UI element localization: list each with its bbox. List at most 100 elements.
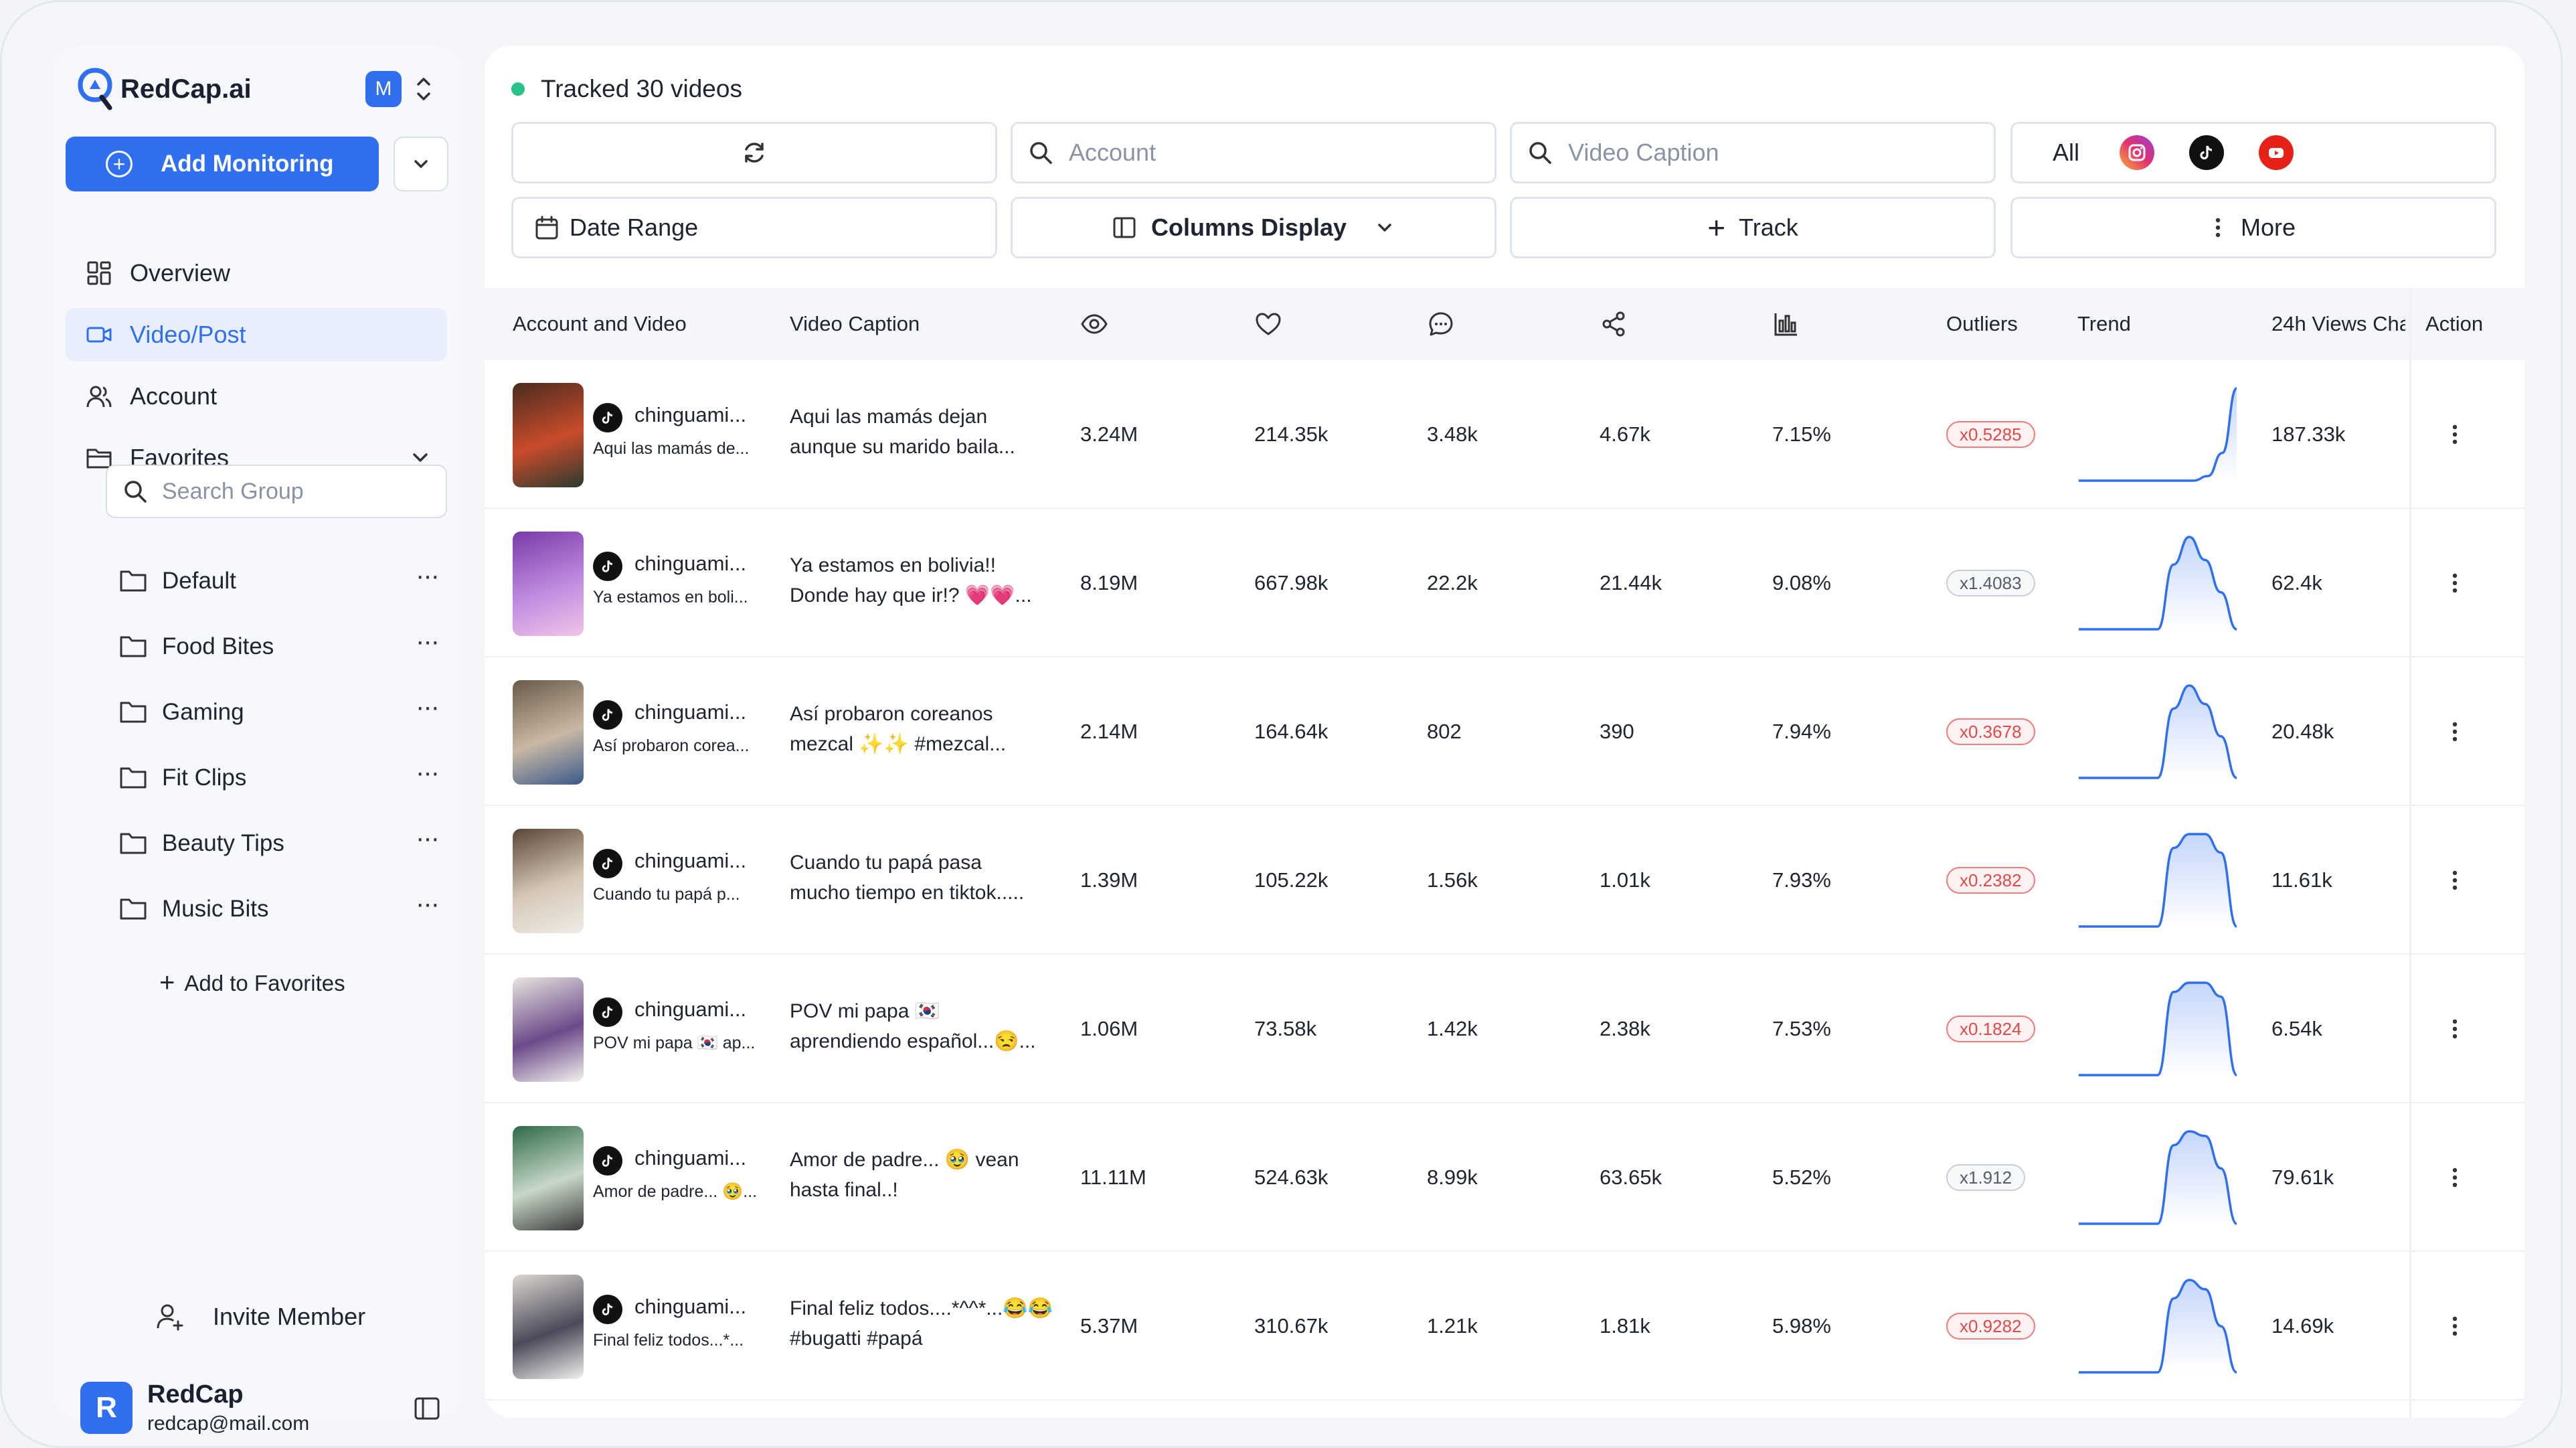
column-header-caption[interactable]: Video Caption xyxy=(790,312,920,335)
date-range-button[interactable]: Date Range xyxy=(511,197,997,258)
account-name[interactable]: chinguami... xyxy=(634,997,747,1021)
outlier-badge: x0.1824 xyxy=(1946,1016,2035,1042)
favorite-group-label: Gaming xyxy=(162,699,244,725)
column-header-trend[interactable]: Trend xyxy=(2077,312,2131,335)
add-to-favorites-label: Add to Favorites xyxy=(184,970,345,995)
video-caption: Cuando tu papá pasa mucho tiempo en tikt… xyxy=(790,848,1064,908)
account-search-input[interactable]: Account xyxy=(1011,122,1496,183)
brand[interactable]: RedCap.ai xyxy=(76,66,252,112)
sidebar-item-label: Video/Post xyxy=(130,321,246,348)
table-row[interactable]: chinguami... Cuando tu papá p... Cuando … xyxy=(485,806,2524,955)
outlier-badge: x1.4083 xyxy=(1946,570,2035,596)
account-name[interactable]: chinguami... xyxy=(634,700,747,724)
row-action-menu-icon[interactable] xyxy=(2441,1012,2468,1046)
column-header-views[interactable] xyxy=(1080,288,1108,360)
chevron-down-icon[interactable] xyxy=(408,446,432,470)
sidebar-item-video-post[interactable]: Video/Post xyxy=(66,308,447,361)
column-header-comments[interactable] xyxy=(1427,288,1455,360)
video-thumbnail[interactable] xyxy=(513,1126,584,1230)
account-name[interactable]: chinguami... xyxy=(634,1295,747,1318)
favorite-group-label: Beauty Tips xyxy=(162,830,284,856)
column-header-account-video[interactable]: Account and Video xyxy=(513,312,687,335)
caption-line-1: Así probaron coreanos xyxy=(790,703,993,725)
more-horizontal-icon[interactable]: ··· xyxy=(416,692,440,722)
comment-icon xyxy=(1429,312,1453,336)
views-value: 11.11M xyxy=(1080,1165,1146,1189)
table-row[interactable]: chinguami... Final feliz todos...*... Fi… xyxy=(485,1252,2524,1400)
favorite-group-item[interactable]: Food Bites ··· xyxy=(119,620,454,673)
views-24h-value: 11.61k xyxy=(2271,868,2332,892)
row-action-menu-icon[interactable] xyxy=(2441,864,2468,897)
tracked-label: Tracked 30 videos xyxy=(541,75,742,102)
video-caption: Aqui las mamás dejan aunque su marido ba… xyxy=(790,402,1064,462)
comments-value: 802 xyxy=(1427,720,1462,743)
video-thumbnail[interactable] xyxy=(513,680,584,785)
folder-icon xyxy=(120,767,147,789)
columns-display-button[interactable]: Columns Display xyxy=(1011,197,1496,258)
add-monitoring-dropdown[interactable] xyxy=(394,137,448,191)
account-name[interactable]: chinguami... xyxy=(634,849,747,872)
favorite-group-item[interactable]: Beauty Tips ··· xyxy=(119,817,454,870)
add-monitoring-label: Add Monitoring xyxy=(161,151,334,177)
table-row[interactable]: chinguami... POV mi papa 🇰🇷 ap... POV mi… xyxy=(485,955,2524,1103)
table-row[interactable]: chinguami... Ya estamos en boli... Ya es… xyxy=(485,509,2524,657)
more-horizontal-icon[interactable]: ··· xyxy=(416,889,440,918)
views-24h-value: 20.48k xyxy=(2271,720,2334,743)
invite-member-button[interactable]: Invite Member xyxy=(155,1301,365,1332)
platform-all[interactable]: All xyxy=(2053,139,2080,166)
favorite-group-item[interactable]: Default ··· xyxy=(119,554,454,608)
invite-member-label: Invite Member xyxy=(213,1303,366,1330)
chevron-down-icon xyxy=(1378,224,1391,232)
more-button[interactable]: More xyxy=(2010,197,2496,258)
youtube-icon[interactable] xyxy=(2259,135,2294,170)
workspace-badge[interactable]: M xyxy=(365,71,402,107)
column-header-outliers[interactable]: Outliers xyxy=(1946,312,2018,335)
caption-line-2: aunque su marido baila... xyxy=(790,436,1015,458)
row-action-menu-icon[interactable] xyxy=(2441,715,2468,748)
more-horizontal-icon[interactable]: ··· xyxy=(416,561,440,590)
video-thumbnail[interactable] xyxy=(513,532,584,636)
sidebar-item-overview[interactable]: Overview xyxy=(66,246,447,300)
add-monitoring-button[interactable]: + Add Monitoring xyxy=(66,137,379,191)
more-horizontal-icon[interactable]: ··· xyxy=(416,758,440,787)
more-horizontal-icon[interactable]: ··· xyxy=(416,627,440,656)
platform-filter[interactable]: All xyxy=(2010,122,2496,183)
track-button[interactable]: + Track xyxy=(1510,197,1996,258)
table-row[interactable]: chinguami... Amor de padre... 🥹... Amor … xyxy=(485,1103,2524,1252)
column-header-shares[interactable] xyxy=(1600,288,1628,360)
video-thumbnail[interactable] xyxy=(513,383,584,487)
sidebar-toggle-icon[interactable] xyxy=(412,1394,442,1423)
table-row[interactable]: chinguami... Aqui las mamás de... Aqui l… xyxy=(485,360,2524,509)
video-snippet: POV mi papa 🇰🇷 ap... xyxy=(593,1034,756,1052)
account-name[interactable]: chinguami... xyxy=(634,1146,747,1170)
account-name[interactable]: chinguami... xyxy=(634,552,747,575)
column-header-engagement[interactable] xyxy=(1772,288,1800,360)
video-thumbnail[interactable] xyxy=(513,829,584,933)
row-action-menu-icon[interactable] xyxy=(2441,1161,2468,1194)
table-row[interactable]: chinguami... Así probaron corea... Así p… xyxy=(485,657,2524,806)
sidebar-item-account[interactable]: Account xyxy=(66,370,447,423)
add-to-favorites-button[interactable]: + Add to Favorites xyxy=(159,968,345,998)
row-action-menu-icon[interactable] xyxy=(2441,566,2468,600)
caption-search-input[interactable]: Video Caption xyxy=(1510,122,1996,183)
trend-area xyxy=(2079,834,2237,927)
user-profile[interactable]: R RedCap redcap@mail.com xyxy=(80,1378,442,1438)
account-name[interactable]: chinguami... xyxy=(634,403,747,426)
instagram-icon[interactable] xyxy=(2120,135,2155,170)
chevron-up-down-icon[interactable] xyxy=(414,72,434,106)
more-horizontal-icon[interactable]: ··· xyxy=(416,823,440,853)
column-header-views24[interactable]: 24h Views Cha xyxy=(2271,312,2405,335)
favorite-group-item[interactable]: Gaming ··· xyxy=(119,686,454,739)
row-action-menu-icon[interactable] xyxy=(2441,418,2468,451)
video-snippet: Aqui las mamás de... xyxy=(593,439,750,458)
redcap-logo-icon xyxy=(78,68,112,110)
refresh-button[interactable] xyxy=(511,122,997,183)
video-thumbnail[interactable] xyxy=(513,977,584,1082)
favorite-group-item[interactable]: Fit Clips ··· xyxy=(119,751,454,805)
column-header-likes[interactable] xyxy=(1254,288,1282,360)
favorite-group-item[interactable]: Music Bits ··· xyxy=(119,882,454,936)
video-thumbnail[interactable] xyxy=(513,1275,584,1379)
search-group-input[interactable]: Search Group xyxy=(106,465,447,518)
tiktok-icon[interactable] xyxy=(2189,135,2225,170)
row-action-menu-icon[interactable] xyxy=(2441,1309,2468,1343)
